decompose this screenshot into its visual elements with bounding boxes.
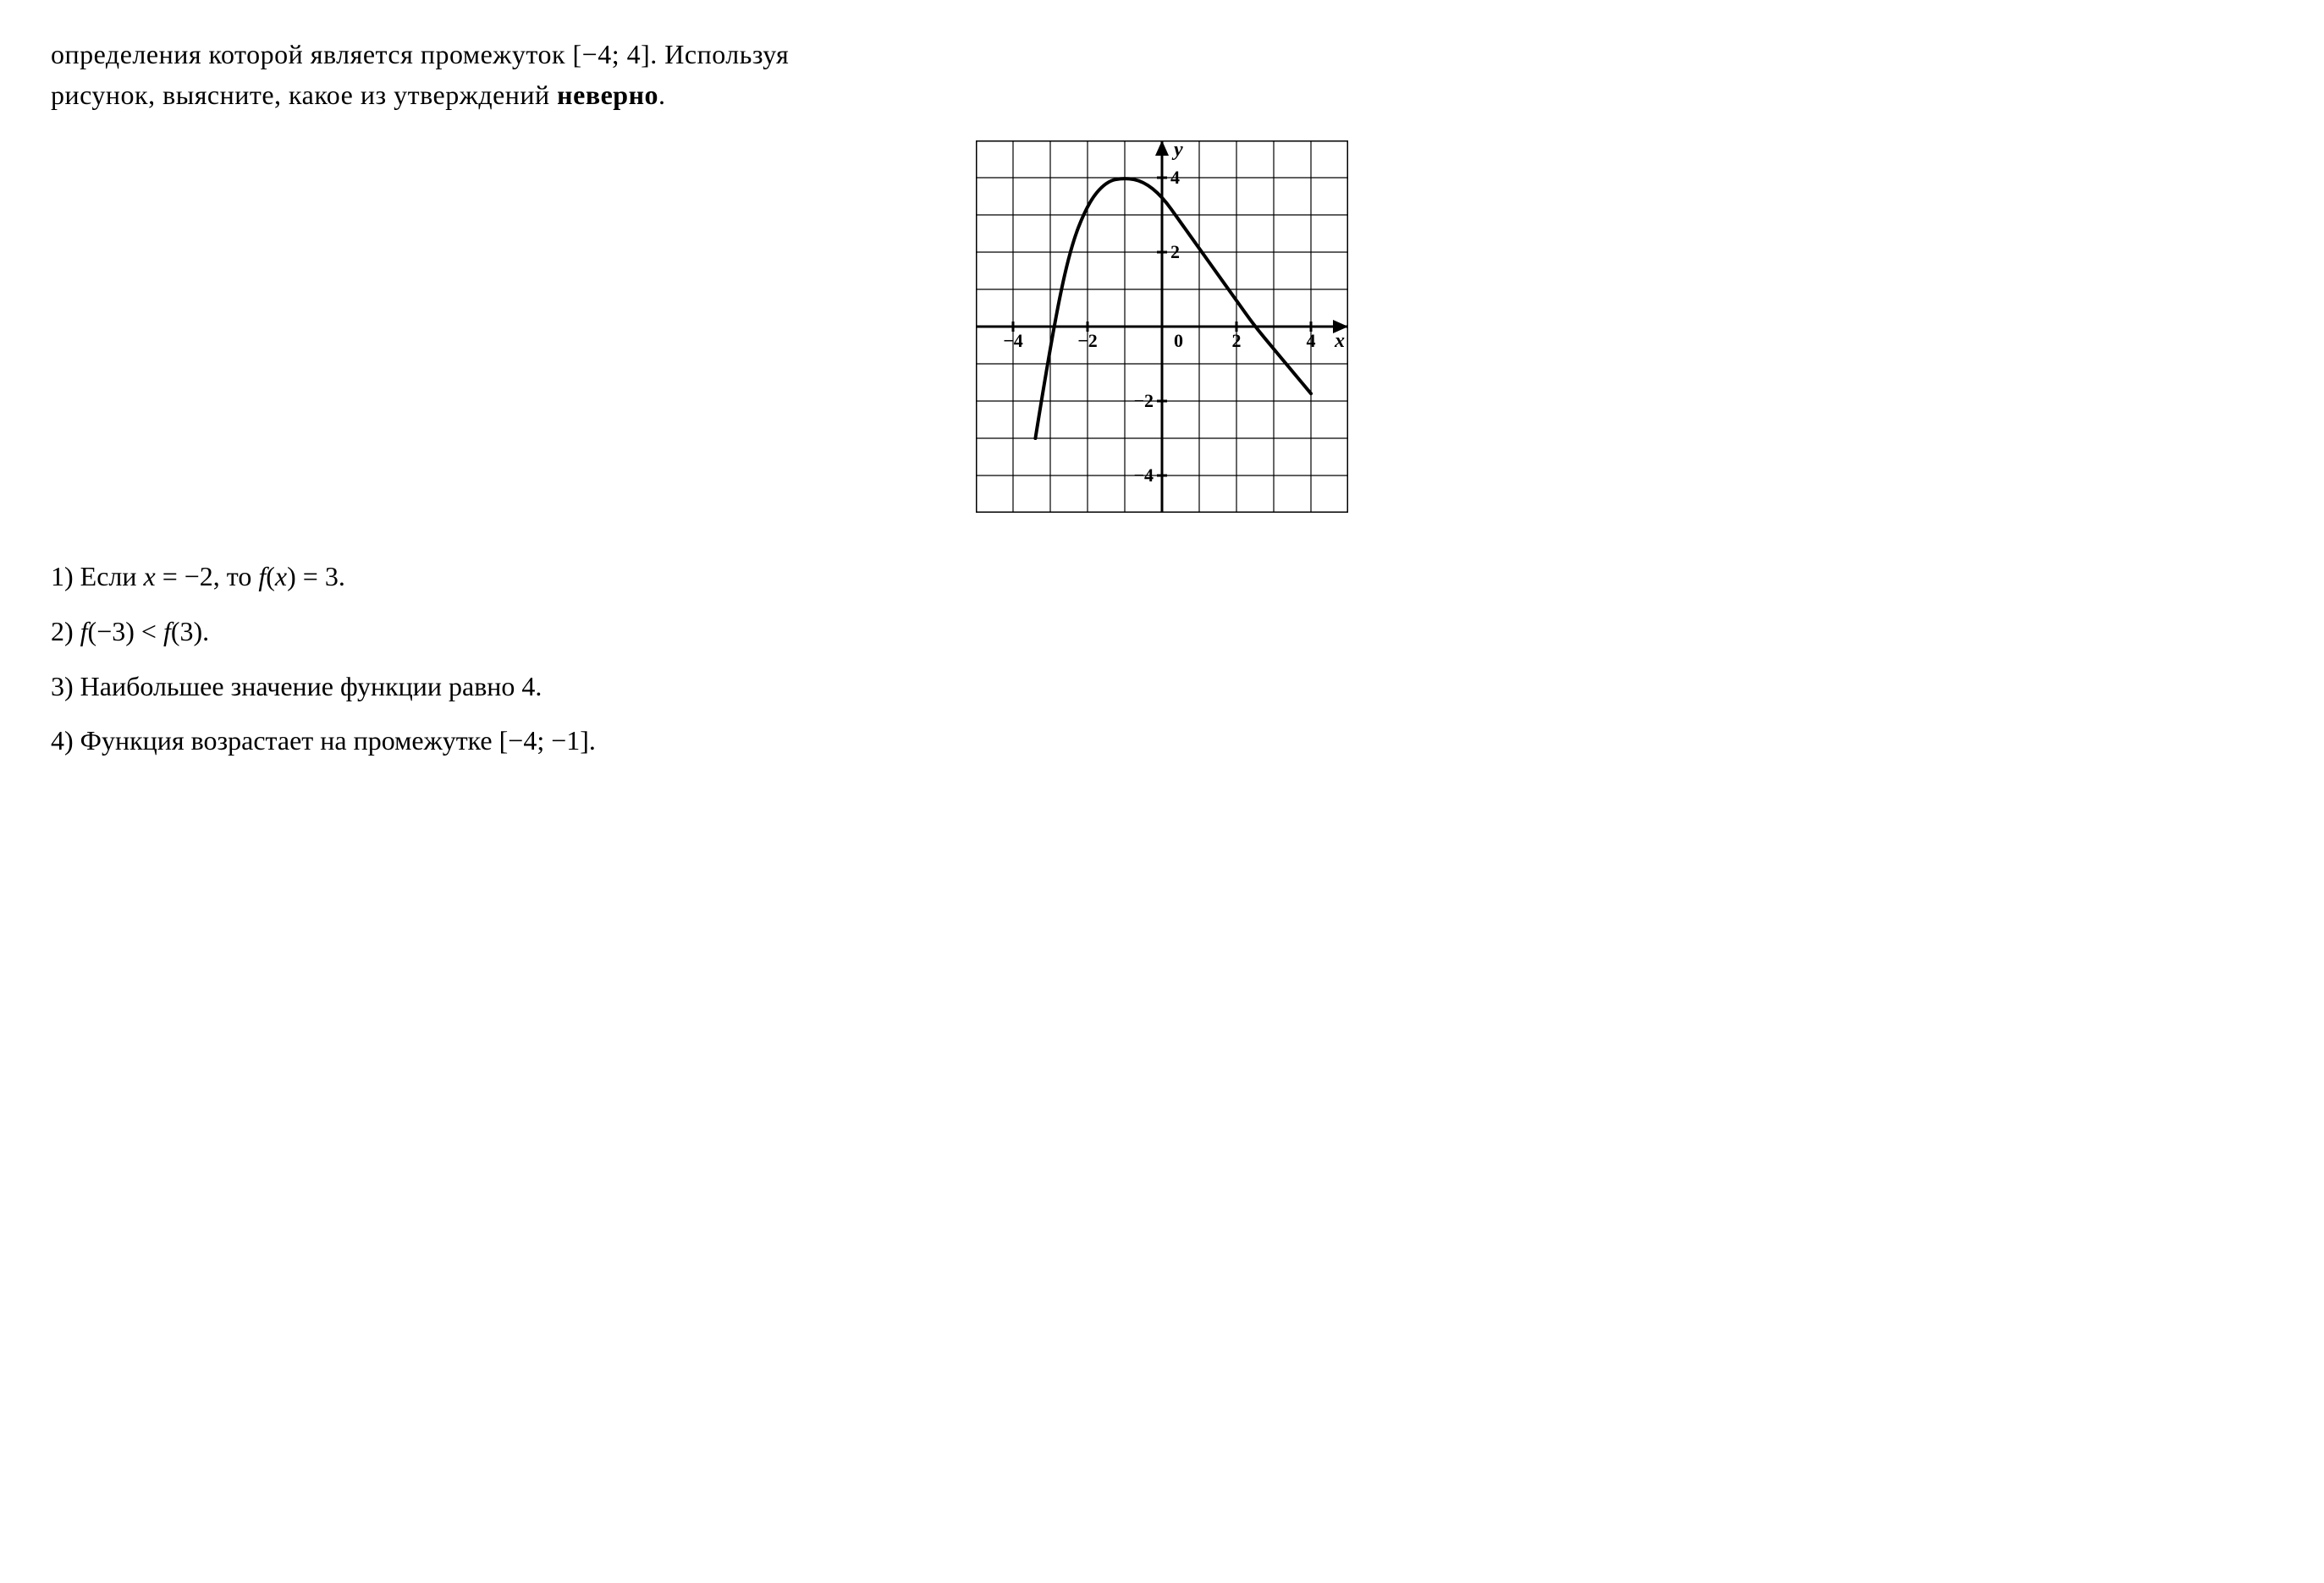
- svg-text:y: y: [1171, 140, 1183, 161]
- svg-text:4: 4: [1307, 330, 1316, 351]
- option-3: 3) Наибольшее значение функции равно 4.: [51, 661, 2273, 712]
- svg-text:4: 4: [1170, 167, 1180, 188]
- problem-line2-prefix: рисунок, выясните, какое из утверждений: [51, 80, 557, 110]
- svg-text:−2: −2: [1077, 330, 1098, 351]
- svg-text:x: x: [1334, 330, 1345, 352]
- chart-container: −4 −2 0 2 4 −4 −2 2 4 y x: [51, 140, 2273, 517]
- option-1: 1) Если x = −2, то f(x) = 3.: [51, 551, 2273, 602]
- option-2: 2) f(−3) < f(3).: [51, 606, 2273, 657]
- svg-text:2: 2: [1170, 241, 1180, 262]
- svg-text:−4: −4: [1133, 464, 1154, 486]
- problem-line2-suffix: .: [658, 80, 666, 110]
- problem-line1: определения которой является промежуток …: [51, 39, 789, 69]
- svg-text:0: 0: [1174, 330, 1183, 351]
- svg-text:−4: −4: [1003, 330, 1023, 351]
- problem-statement: определения которой является промежуток …: [51, 34, 2273, 115]
- svg-text:2: 2: [1232, 330, 1242, 351]
- problem-line2-bold: неверно: [557, 80, 658, 110]
- answer-options: 1) Если x = −2, то f(x) = 3. 2) f(−3) < …: [51, 551, 2273, 767]
- option-4: 4) Функция возрастает на промежутке [−4;…: [51, 715, 2273, 767]
- graph-svg: −4 −2 0 2 4 −4 −2 2 4 y x: [976, 140, 1348, 513]
- function-graph: −4 −2 0 2 4 −4 −2 2 4 y x: [976, 140, 1348, 517]
- svg-text:−2: −2: [1133, 390, 1154, 411]
